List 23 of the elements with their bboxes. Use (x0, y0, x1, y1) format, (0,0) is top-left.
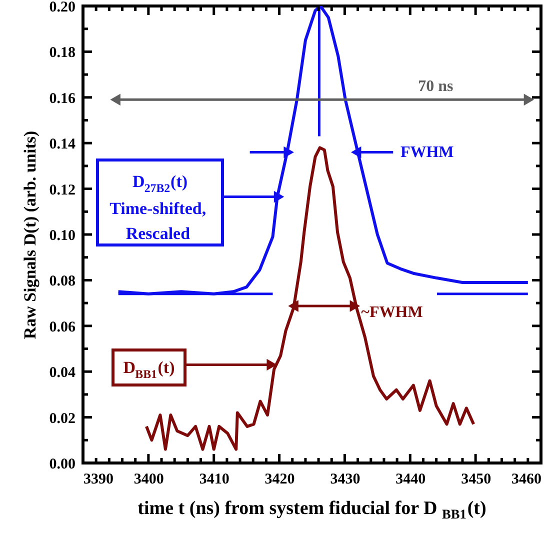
y-tick-label: 0.08 (49, 274, 76, 290)
y-tick-label: 0.14 (49, 136, 76, 153)
annotation: 70 ns (418, 78, 454, 95)
y-tick-label: 0.16 (49, 90, 76, 107)
x-tick-label: 3460 (512, 472, 542, 488)
x-tick-label: 3430 (330, 472, 360, 488)
x-tick-label: 3390 (84, 472, 114, 488)
x-tick-label: 3420 (264, 472, 295, 488)
x-tick-label: 3400 (134, 472, 164, 488)
y-tick-label: 0.10 (49, 228, 76, 244)
y-tick-label: 0.18 (49, 45, 76, 62)
y-tick-label: 0.20 (49, 0, 76, 16)
y-tick-label: 0.12 (49, 182, 76, 198)
y-tick-label: 0.04 (49, 365, 76, 382)
x-tick-label: 3450 (461, 472, 492, 488)
y-tick-label: 0.06 (49, 319, 76, 336)
y-tick-label: 0.02 (49, 410, 76, 427)
annotation: FWHM (400, 144, 454, 162)
y-axis-title: Raw Signals D(t) (arb. units) (20, 130, 40, 340)
x-tick-label: 3410 (199, 472, 230, 488)
x-tick-label: 3440 (396, 472, 426, 488)
y-tick-label: 0.00 (49, 456, 76, 472)
annotation: ~FWHM (361, 304, 423, 322)
